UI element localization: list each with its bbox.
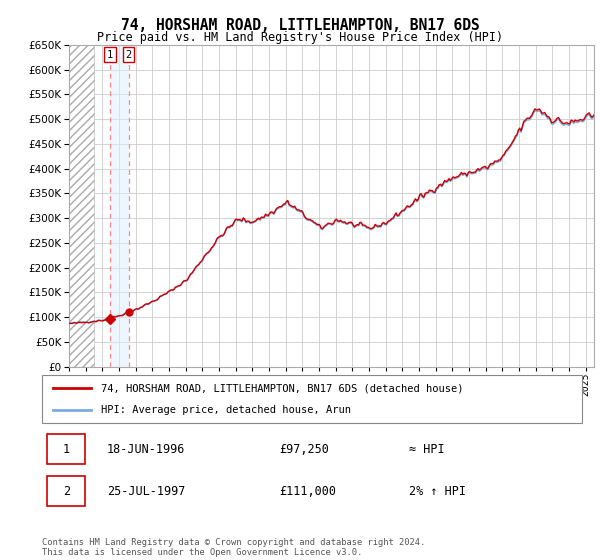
Text: HPI: Average price, detached house, Arun: HPI: Average price, detached house, Arun: [101, 405, 352, 415]
Text: 74, HORSHAM ROAD, LITTLEHAMPTON, BN17 6DS (detached house): 74, HORSHAM ROAD, LITTLEHAMPTON, BN17 6D…: [101, 383, 464, 393]
Text: 18-JUN-1996: 18-JUN-1996: [107, 442, 185, 455]
Text: Price paid vs. HM Land Registry's House Price Index (HPI): Price paid vs. HM Land Registry's House …: [97, 31, 503, 44]
Text: 1: 1: [107, 50, 113, 60]
Text: £97,250: £97,250: [280, 442, 329, 455]
Text: 25-JUL-1997: 25-JUL-1997: [107, 484, 185, 498]
Text: 2: 2: [125, 50, 131, 60]
Text: 74, HORSHAM ROAD, LITTLEHAMPTON, BN17 6DS: 74, HORSHAM ROAD, LITTLEHAMPTON, BN17 6D…: [121, 18, 479, 34]
Text: 1: 1: [63, 442, 70, 455]
Text: 2: 2: [63, 484, 70, 498]
Text: Contains HM Land Registry data © Crown copyright and database right 2024.
This d: Contains HM Land Registry data © Crown c…: [42, 538, 425, 557]
Text: 2% ↑ HPI: 2% ↑ HPI: [409, 484, 466, 498]
Text: £111,000: £111,000: [280, 484, 337, 498]
FancyBboxPatch shape: [42, 375, 582, 423]
FancyBboxPatch shape: [47, 476, 85, 506]
FancyBboxPatch shape: [47, 434, 85, 464]
Text: ≈ HPI: ≈ HPI: [409, 442, 445, 455]
